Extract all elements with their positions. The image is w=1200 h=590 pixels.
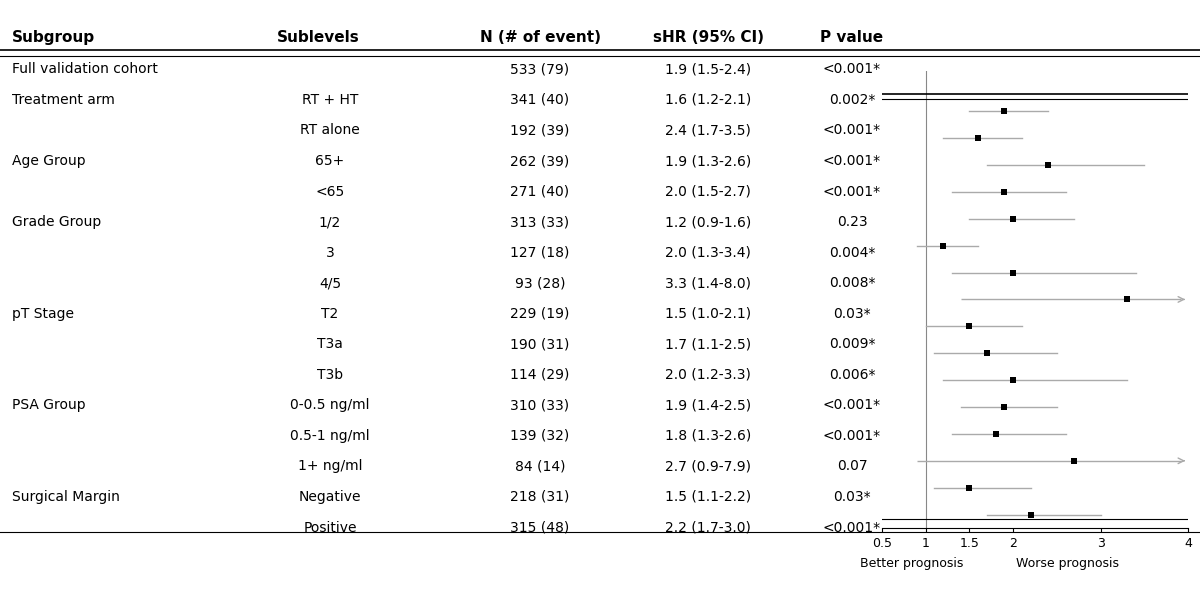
Text: 1.5 (1.1-2.2): 1.5 (1.1-2.2) <box>665 490 751 504</box>
Text: 0.008*: 0.008* <box>829 276 875 290</box>
Text: 1.8 (1.3-2.6): 1.8 (1.3-2.6) <box>665 429 751 443</box>
Text: Better prognosis: Better prognosis <box>860 557 964 570</box>
Text: 0.23: 0.23 <box>836 215 868 229</box>
Text: 0.5-1 ng/ml: 0.5-1 ng/ml <box>290 429 370 443</box>
Text: 190 (31): 190 (31) <box>510 337 570 351</box>
Text: <0.001*: <0.001* <box>823 123 881 137</box>
Text: 315 (48): 315 (48) <box>510 520 570 535</box>
Text: 127 (18): 127 (18) <box>510 245 570 260</box>
Text: T2: T2 <box>322 307 338 321</box>
Text: 310 (33): 310 (33) <box>510 398 570 412</box>
Text: T3b: T3b <box>317 368 343 382</box>
Text: 218 (31): 218 (31) <box>510 490 570 504</box>
Text: N (# of event): N (# of event) <box>480 30 600 45</box>
Text: 139 (32): 139 (32) <box>510 429 570 443</box>
Text: Full validation cohort: Full validation cohort <box>12 63 158 77</box>
Text: 2.2 (1.7-3.0): 2.2 (1.7-3.0) <box>665 520 751 535</box>
Text: 2.0 (1.2-3.3): 2.0 (1.2-3.3) <box>665 368 751 382</box>
Text: 1.9 (1.4-2.5): 1.9 (1.4-2.5) <box>665 398 751 412</box>
Text: 262 (39): 262 (39) <box>510 154 570 168</box>
Text: 114 (29): 114 (29) <box>510 368 570 382</box>
Text: 0.07: 0.07 <box>836 460 868 473</box>
Text: <0.001*: <0.001* <box>823 520 881 535</box>
Text: RT alone: RT alone <box>300 123 360 137</box>
Text: 229 (19): 229 (19) <box>510 307 570 321</box>
Text: Positive: Positive <box>304 520 356 535</box>
Text: 1.9 (1.3-2.6): 1.9 (1.3-2.6) <box>665 154 751 168</box>
Text: 84 (14): 84 (14) <box>515 460 565 473</box>
Text: 0.002*: 0.002* <box>829 93 875 107</box>
Text: <65: <65 <box>316 185 344 199</box>
Text: 192 (39): 192 (39) <box>510 123 570 137</box>
Text: 2.7 (0.9-7.9): 2.7 (0.9-7.9) <box>665 460 751 473</box>
Text: <0.001*: <0.001* <box>823 154 881 168</box>
Text: 313 (33): 313 (33) <box>510 215 570 229</box>
Text: 2.0 (1.3-3.4): 2.0 (1.3-3.4) <box>665 245 751 260</box>
Text: T3a: T3a <box>317 337 343 351</box>
Text: sHR (95% CI): sHR (95% CI) <box>653 30 763 45</box>
Text: 0-0.5 ng/ml: 0-0.5 ng/ml <box>290 398 370 412</box>
Text: <0.001*: <0.001* <box>823 429 881 443</box>
Text: 271 (40): 271 (40) <box>510 185 570 199</box>
Text: <0.001*: <0.001* <box>823 185 881 199</box>
Text: 0.03*: 0.03* <box>833 490 871 504</box>
Text: 93 (28): 93 (28) <box>515 276 565 290</box>
Text: 0.009*: 0.009* <box>829 337 875 351</box>
Text: 1.9 (1.5-2.4): 1.9 (1.5-2.4) <box>665 63 751 77</box>
Text: PSA Group: PSA Group <box>12 398 85 412</box>
Text: P value: P value <box>821 30 883 45</box>
Text: 1.2 (0.9-1.6): 1.2 (0.9-1.6) <box>665 215 751 229</box>
Text: Grade Group: Grade Group <box>12 215 101 229</box>
Text: Treatment arm: Treatment arm <box>12 93 115 107</box>
Text: Worse prognosis: Worse prognosis <box>1016 557 1120 570</box>
Text: RT + HT: RT + HT <box>302 93 358 107</box>
Text: 0.03*: 0.03* <box>833 307 871 321</box>
Text: 0.006*: 0.006* <box>829 368 875 382</box>
Text: 341 (40): 341 (40) <box>510 93 570 107</box>
Text: Sublevels: Sublevels <box>277 30 359 45</box>
Text: 3.3 (1.4-8.0): 3.3 (1.4-8.0) <box>665 276 751 290</box>
Text: 1.5 (1.0-2.1): 1.5 (1.0-2.1) <box>665 307 751 321</box>
Text: Subgroup: Subgroup <box>12 30 95 45</box>
Text: 4/5: 4/5 <box>319 276 341 290</box>
Text: 1/2: 1/2 <box>319 215 341 229</box>
Text: 2.4 (1.7-3.5): 2.4 (1.7-3.5) <box>665 123 751 137</box>
Text: Surgical Margin: Surgical Margin <box>12 490 120 504</box>
Text: 1+ ng/ml: 1+ ng/ml <box>298 460 362 473</box>
Text: pT Stage: pT Stage <box>12 307 74 321</box>
Text: 533 (79): 533 (79) <box>510 63 570 77</box>
Text: <0.001*: <0.001* <box>823 398 881 412</box>
Text: Negative: Negative <box>299 490 361 504</box>
Text: 2.0 (1.5-2.7): 2.0 (1.5-2.7) <box>665 185 751 199</box>
Text: Age Group: Age Group <box>12 154 85 168</box>
Text: 0.004*: 0.004* <box>829 245 875 260</box>
Text: 1.6 (1.2-2.1): 1.6 (1.2-2.1) <box>665 93 751 107</box>
Text: <0.001*: <0.001* <box>823 63 881 77</box>
Text: 1.7 (1.1-2.5): 1.7 (1.1-2.5) <box>665 337 751 351</box>
Text: 3: 3 <box>325 245 335 260</box>
Text: 65+: 65+ <box>316 154 344 168</box>
